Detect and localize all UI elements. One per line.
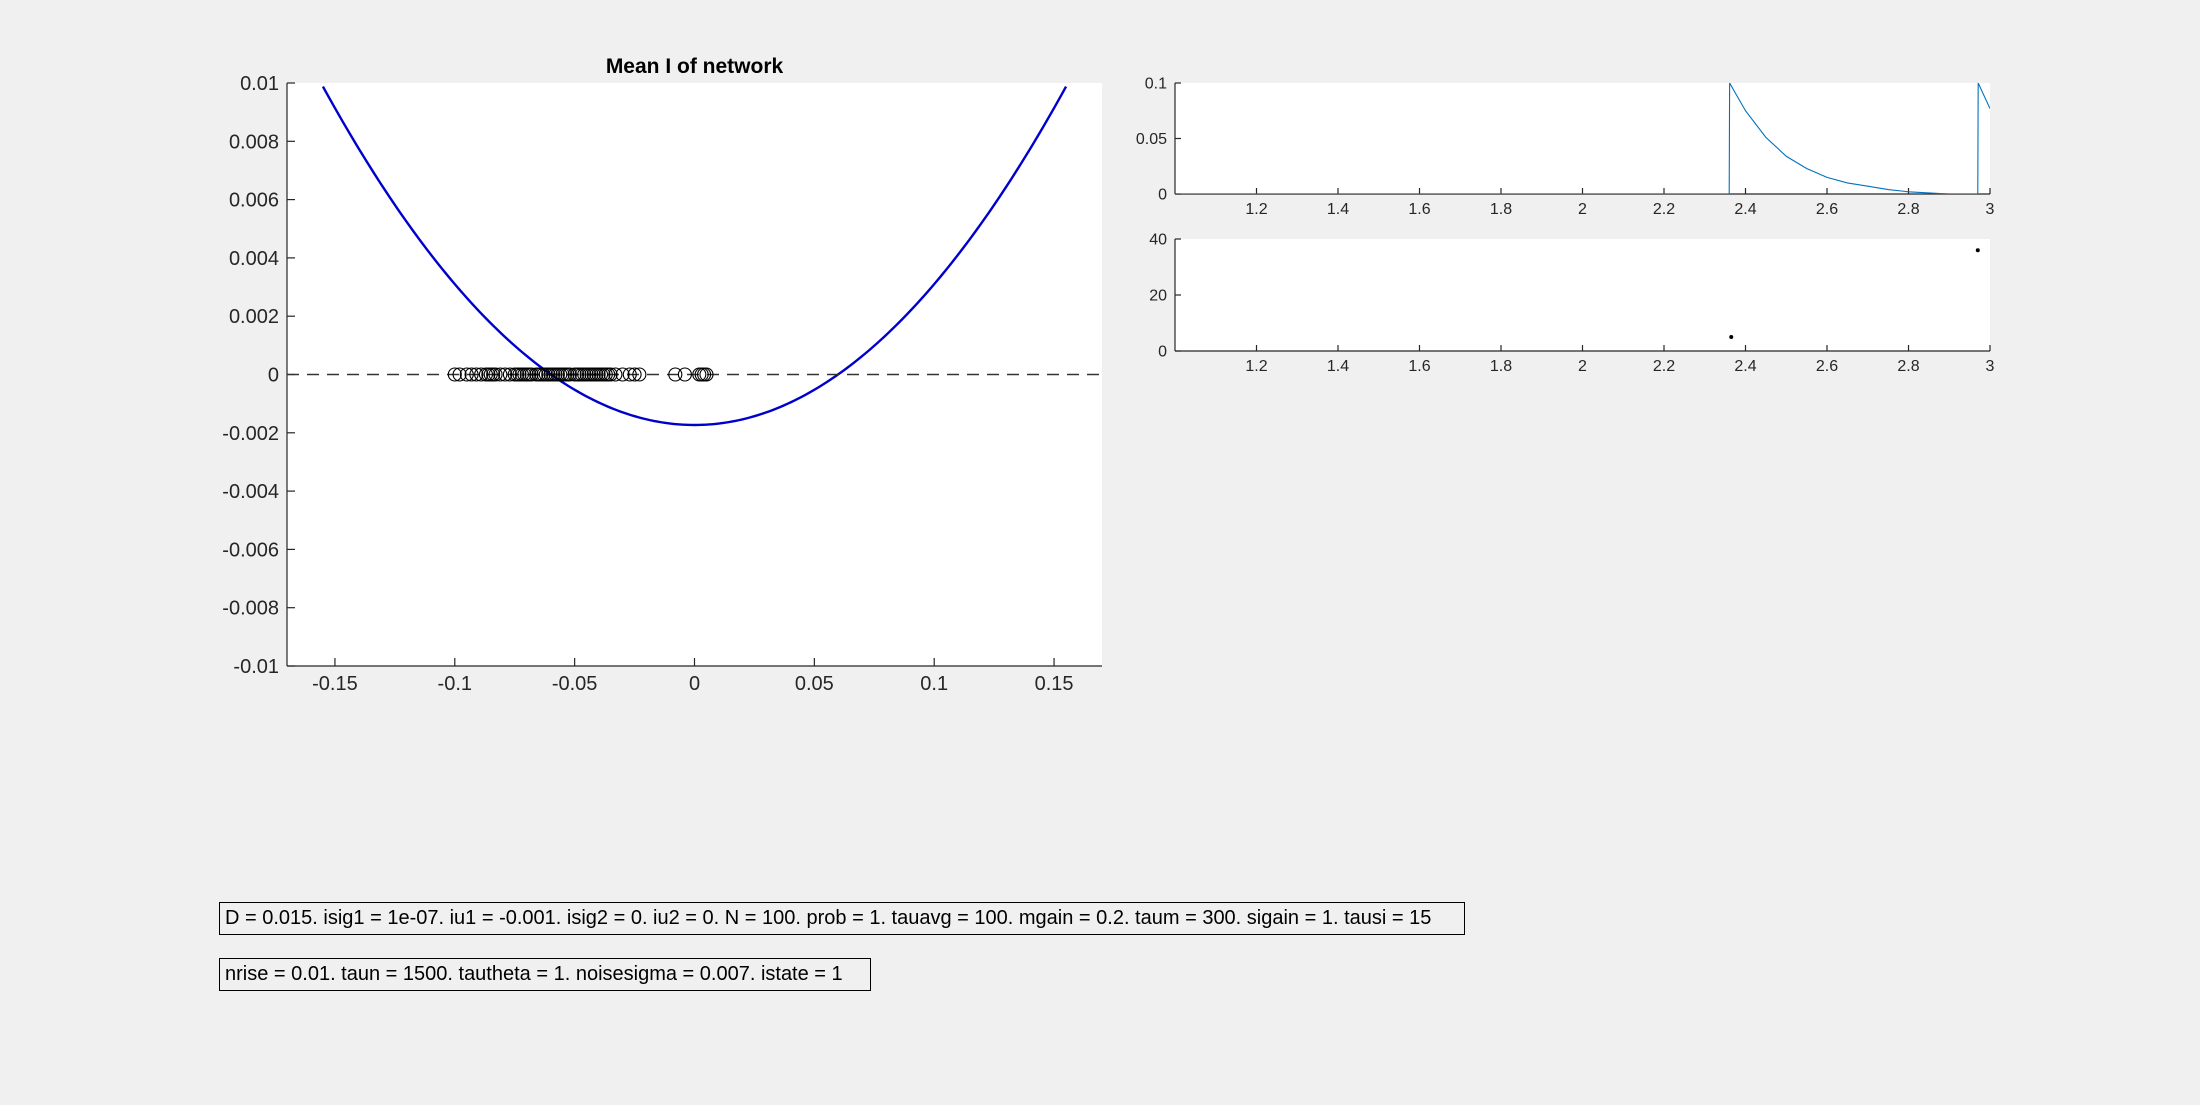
neuron-marker [603, 367, 618, 382]
neuron-marker [447, 367, 462, 382]
x-tick-label: 2.6 [1816, 201, 1838, 218]
y-tick-label: 0.002 [229, 306, 279, 328]
x-tick-label: 0.15 [1035, 673, 1074, 695]
y-tick-label: 0.05 [1136, 131, 1167, 148]
x-tick-label: 3 [1986, 358, 1995, 375]
y-tick-label: -0.004 [222, 481, 279, 503]
x-tick-label: -0.1 [438, 673, 472, 695]
x-tick-label: 2.4 [1734, 201, 1756, 218]
x-tick-label: 0.05 [795, 673, 834, 695]
x-tick-label: 1.2 [1245, 358, 1267, 375]
neuron-marker [615, 367, 630, 382]
y-tick-label: -0.01 [233, 656, 279, 678]
neuron-marker [488, 367, 503, 382]
y-tick-label: 0.004 [229, 248, 279, 270]
x-tick-label: 1.6 [1408, 358, 1430, 375]
x-tick-label: 1.6 [1408, 201, 1430, 218]
y-tick-label: 0 [268, 365, 279, 387]
spike-point [1975, 248, 1980, 253]
neuron-marker [493, 367, 508, 382]
neuron-marker [677, 367, 692, 382]
neuron-marker [452, 367, 467, 382]
x-tick-label: 1.8 [1490, 201, 1512, 218]
spike-point [1729, 335, 1734, 339]
mean-i-curve [321, 85, 1068, 427]
x-tick-label: 2.4 [1734, 358, 1756, 375]
y-tick-label: 20 [1149, 288, 1167, 305]
neuron-marker [562, 367, 577, 382]
plot-area [1175, 239, 1990, 351]
y-tick-label: 0.1 [1145, 76, 1167, 93]
neuron-marker [608, 367, 623, 382]
top-right-axes: 1.2 1.4 1.6 1.8 2 2.2 2.4 2.6 2.8 3 0.1 0.05 0 [1136, 76, 1995, 218]
neuron-marker [474, 367, 489, 382]
main-axes: -0.15 -0.1 -0.05 0 0.05 0.1 0.15 0.01 0.008 0.006… [222, 55, 1102, 695]
y-tick-label: 0.006 [229, 190, 279, 212]
x-tick-label: 1.4 [1327, 201, 1349, 218]
y-tick-label: 0 [1158, 187, 1167, 204]
data-layer [1729, 248, 1980, 339]
x-tick-label: 2 [1578, 358, 1587, 375]
y-tick-label: 0 [1158, 344, 1167, 361]
x-tick-label: 2 [1578, 201, 1587, 218]
y-tick-label: -0.006 [222, 539, 279, 561]
y-tick-label: -0.002 [222, 423, 279, 445]
neuron-marker [524, 367, 539, 382]
plot-area [1175, 83, 1990, 194]
neuron-marker [502, 367, 517, 382]
parameter-textbox-2: nrise = 0.01. taun = 1500. tautheta = 1.… [219, 958, 871, 991]
x-tick-label: 0 [689, 673, 700, 695]
parameter-textbox-1: D = 0.015. isig1 = 1e-07. iu1 = -0.001. … [219, 902, 1465, 935]
x-tick-label: 1.4 [1327, 358, 1349, 375]
x-tick-label: 3 [1986, 201, 1995, 218]
x-tick-label: 2.6 [1816, 358, 1838, 375]
neuron-marker [464, 367, 479, 382]
x-tick-label: 2.8 [1897, 201, 1919, 218]
y-tick-label: 0.008 [229, 131, 279, 153]
data-layer [287, 85, 1102, 427]
y-tick-label: 0.01 [240, 73, 279, 95]
neuron-marker [469, 367, 484, 382]
data-layer [1175, 83, 1990, 194]
x-tick-label: 2.2 [1653, 358, 1675, 375]
y-tick-label: -0.008 [222, 598, 279, 620]
trace-line [1175, 83, 1990, 194]
neuron-marker [627, 367, 642, 382]
neuron-marker [668, 367, 683, 382]
bottom-right-axes: 1.2 1.4 1.6 1.8 2 2.2 2.4 2.6 2.8 3 40 20 0 [1149, 232, 1994, 375]
x-tick-label: 1.2 [1245, 201, 1267, 218]
x-tick-label: 0.1 [920, 673, 948, 695]
y-tick-label: 40 [1149, 232, 1167, 249]
neuron-marker [498, 367, 513, 382]
x-tick-label: 1.8 [1490, 358, 1512, 375]
x-tick-label: 2.8 [1897, 358, 1919, 375]
neuron-marker [459, 367, 474, 382]
neuron-marker [632, 367, 647, 382]
x-tick-label: 2.2 [1653, 201, 1675, 218]
chart-title: Mean I of network [606, 55, 784, 78]
x-tick-label: -0.05 [552, 673, 598, 695]
x-tick-label: -0.15 [312, 673, 358, 695]
neuron-marker [622, 367, 637, 382]
neuron-marker [699, 367, 714, 382]
